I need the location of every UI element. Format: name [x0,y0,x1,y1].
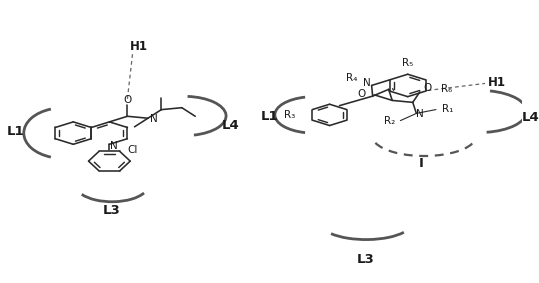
Text: L4: L4 [521,111,539,124]
Text: N: N [363,78,370,88]
Text: R₄: R₄ [346,74,357,83]
Text: R₂: R₂ [384,116,396,126]
Text: L1: L1 [261,110,279,123]
Text: L4: L4 [222,119,239,132]
Text: L3: L3 [357,253,375,266]
Text: R₃: R₃ [285,110,295,120]
Text: I: I [419,157,424,170]
Text: O: O [357,89,365,99]
Text: R₅: R₅ [402,58,413,68]
Text: N: N [416,109,423,119]
Text: O: O [424,83,432,93]
Text: N: N [109,141,118,151]
Text: R₁: R₁ [442,104,453,114]
Text: H1: H1 [488,76,506,89]
Text: O: O [123,95,132,105]
Text: N: N [150,114,158,124]
Text: R₆: R₆ [441,84,452,94]
Text: L1: L1 [7,125,25,138]
Text: L3: L3 [103,204,121,217]
Text: Cl: Cl [128,145,138,155]
Text: H1: H1 [130,40,148,53]
